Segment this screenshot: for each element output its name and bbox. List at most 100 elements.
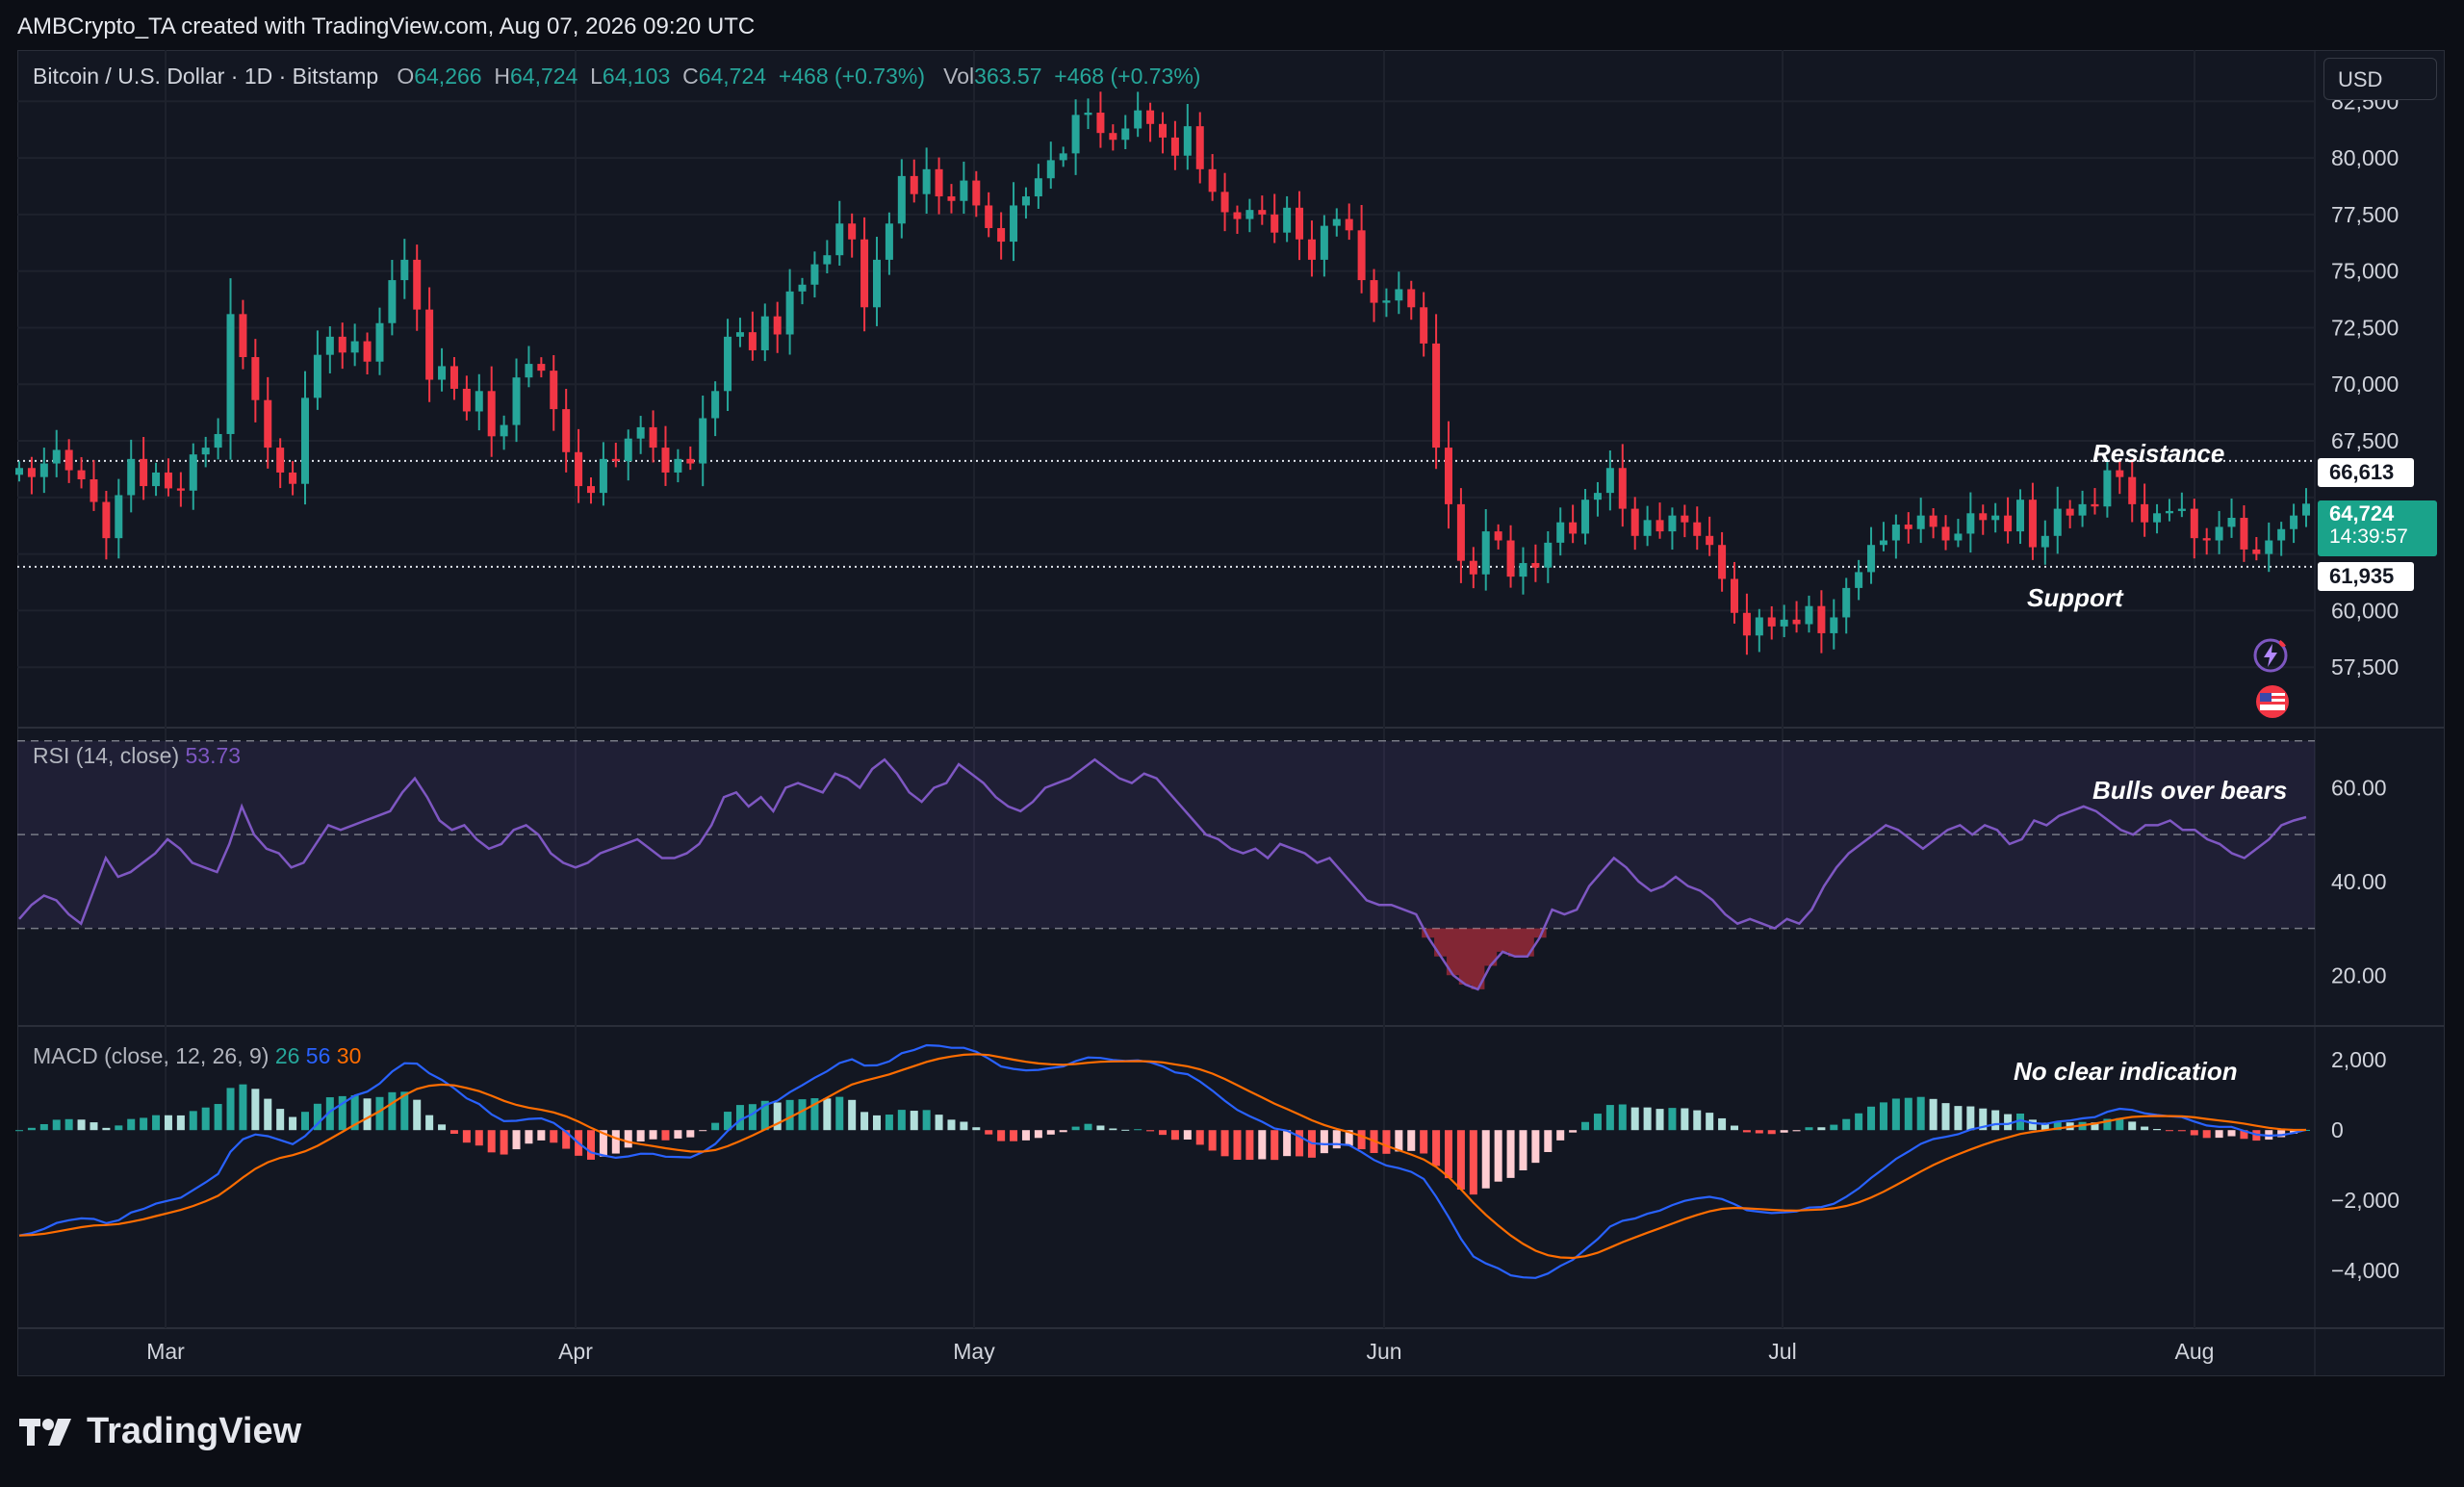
rsi-line (18, 757, 2307, 991)
macd-histogram-bar (1456, 1130, 1465, 1190)
macd-histogram-bar (1146, 1130, 1155, 1132)
macd-histogram-bar (300, 1112, 310, 1131)
candle-body (1879, 540, 1887, 546)
candle-body (1780, 619, 1788, 627)
y-tick-label: 70,000 (2331, 372, 2399, 397)
candle-body (947, 196, 956, 201)
rsi-tick-label: 20.00 (2331, 962, 2387, 987)
macd-histogram-bar (1420, 1130, 1428, 1154)
macd-histogram-bar (425, 1115, 434, 1131)
macd-histogram-bar (115, 1125, 123, 1131)
macd-histogram-bar (1357, 1130, 1366, 1150)
candle-body (1021, 196, 1030, 206)
candle-body (2202, 538, 2211, 541)
candle-body (2141, 503, 2149, 523)
candle-body (39, 463, 48, 477)
candle-body (475, 391, 483, 412)
macd-histogram-bar (872, 1115, 882, 1131)
candle-body (1481, 531, 1490, 575)
candle-body (2028, 500, 2037, 548)
volume-label: Vol (943, 64, 975, 89)
candle-body (214, 433, 222, 449)
candle-body (1618, 468, 1627, 509)
support-price-tag: 61,935 (2318, 562, 2414, 591)
macd-histogram-bar (313, 1103, 321, 1131)
macd-histogram-bar (77, 1119, 86, 1131)
macd-histogram-bar (52, 1119, 61, 1131)
candle-body (586, 486, 596, 494)
macd-histogram-bar (537, 1130, 546, 1141)
tradingview-logo[interactable]: TradingView (19, 1411, 301, 1452)
y-tick-label: 77,500 (2331, 202, 2399, 227)
candle-body (462, 388, 471, 412)
candle-body (1755, 617, 1763, 636)
macd-histogram-bar (487, 1130, 496, 1153)
macd-histogram-bar (1954, 1106, 1963, 1131)
y-tick-label: 57,500 (2331, 654, 2399, 679)
macd-tick-label: −4,000 (2331, 1258, 2400, 1283)
macd-histogram-bar (462, 1130, 471, 1143)
candle-body (363, 341, 372, 362)
macd-tick-label: −2,000 (2331, 1188, 2400, 1213)
candle-body (1979, 513, 1988, 521)
macd-histogram-bar (1867, 1106, 1876, 1131)
candle-body (922, 168, 931, 194)
macd-histogram-bar (960, 1121, 968, 1131)
macd-histogram-bar (1668, 1108, 1677, 1131)
high-label: H (494, 64, 510, 89)
macd-histogram-bar (848, 1099, 857, 1131)
macd-histogram-bar (1879, 1102, 1887, 1131)
macd-histogram-bar (686, 1130, 695, 1138)
macd-histogram-bar (1059, 1130, 1067, 1133)
y-tick-label: 72,500 (2331, 315, 2399, 340)
candle-body (611, 458, 620, 462)
us-flag-icon[interactable] (2254, 683, 2291, 720)
macd-histogram-bar (1183, 1130, 1192, 1141)
macd-histogram-bar (449, 1130, 458, 1135)
candle-body (1456, 503, 1465, 561)
macd-histogram-bar (1718, 1117, 1727, 1131)
low-label: L (590, 64, 603, 89)
candle-body (1034, 178, 1042, 197)
candle-body (1805, 605, 1813, 625)
currency-button[interactable]: USD (2323, 58, 2437, 100)
macd-histogram-bar (1021, 1130, 1030, 1141)
candle-body (1084, 113, 1092, 115)
candle-body (1170, 137, 1179, 156)
candle-body (1432, 343, 1441, 449)
macd-histogram-bar (1233, 1130, 1242, 1160)
macd-line-value: 56 (305, 1043, 331, 1068)
candle-body (449, 366, 458, 389)
macd-histogram-bar (14, 1130, 24, 1132)
candle-body (1941, 526, 1950, 541)
candle-body (537, 364, 546, 372)
macd-histogram-bar (1109, 1128, 1117, 1131)
candle-body (338, 336, 346, 353)
macd-histogram-bar (1245, 1130, 1254, 1161)
macd-histogram-bar (1630, 1107, 1639, 1131)
chart-attribution: AMBCrypto_TA created with TradingView.co… (17, 13, 756, 39)
candle-body (848, 223, 857, 240)
macd-histogram-bar (363, 1098, 372, 1131)
candle-body (127, 458, 136, 496)
macd-histogram-bar (289, 1116, 297, 1131)
macd-histogram-bar (140, 1117, 148, 1131)
candle-body (1046, 160, 1055, 179)
volume-change: +468 (+0.73%) (1054, 64, 1201, 89)
lightning-icon[interactable] (2252, 637, 2289, 674)
candle-body (2004, 515, 2013, 532)
candle-body (325, 336, 334, 355)
candle-body (1842, 587, 1851, 618)
candle-body (2078, 503, 2087, 516)
macd-histogram-bar (1084, 1123, 1092, 1131)
candle-body (960, 180, 968, 201)
rsi-value: 53.73 (185, 743, 242, 768)
macd-histogram-bar (1121, 1129, 1130, 1131)
macd-histogram-bar (860, 1112, 869, 1131)
candle-body (2053, 508, 2062, 536)
candle-body (897, 175, 906, 224)
candle-body (2116, 470, 2124, 477)
candle-body (1718, 545, 1727, 579)
candle-body (661, 448, 670, 473)
